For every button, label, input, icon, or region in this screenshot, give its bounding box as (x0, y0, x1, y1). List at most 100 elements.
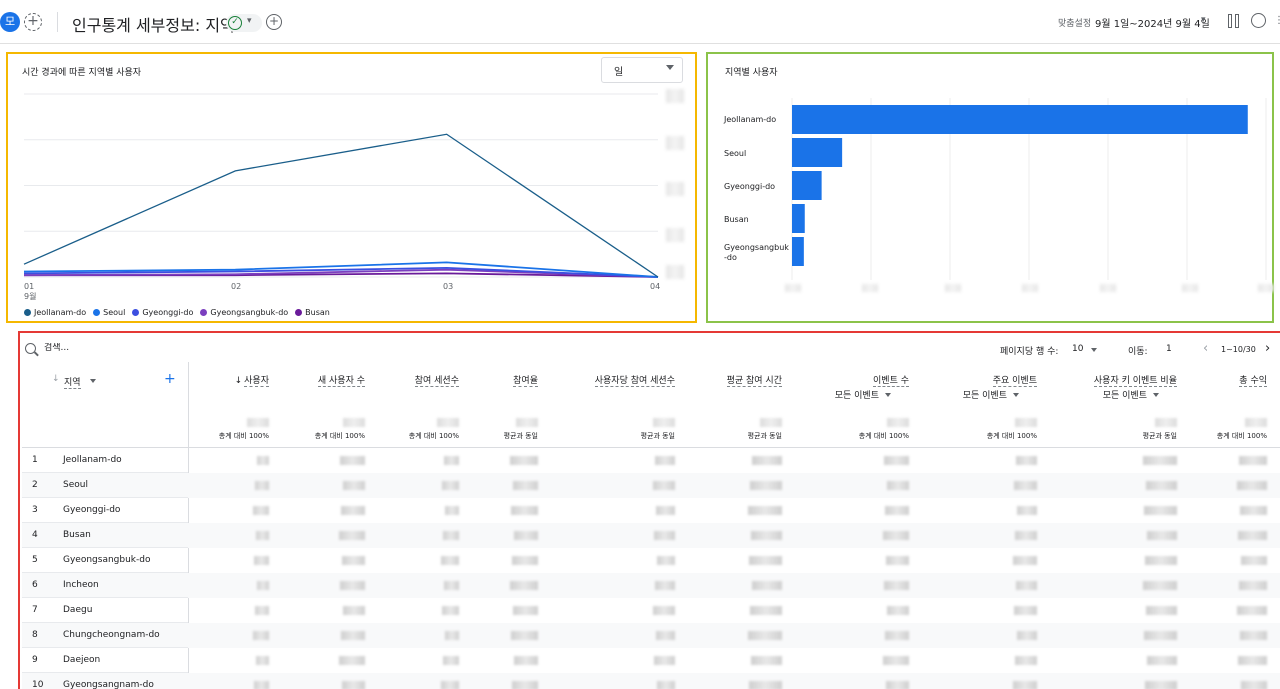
date-range-chevron-down-icon[interactable]: ▾ (1201, 15, 1206, 25)
table-row[interactable]: 9 Daejeon (22, 648, 1280, 673)
table-row[interactable]: 2 Seoul (22, 473, 1280, 498)
region-name[interactable]: Gyeonggi-do (63, 505, 121, 515)
legend-item[interactable]: Gyeongsangbuk-do (200, 308, 288, 317)
report-status-dropdown[interactable]: ✓ ▾ (226, 14, 262, 32)
table-row[interactable]: 5 Gyeongsangbuk-do (22, 548, 1280, 573)
event-filter-select[interactable]: 모든 이벤트 (1037, 388, 1159, 401)
metric-header[interactable]: 사용자 키 이벤트 비율 (1047, 373, 1177, 387)
table-row[interactable]: 1 Jeollanam-do (22, 448, 1280, 473)
cell-value-redacted (255, 481, 269, 490)
table-row[interactable]: 7 Daegu (22, 598, 1280, 623)
legend-dot (295, 309, 303, 316)
line-chart[interactable] (20, 84, 660, 284)
search-icon[interactable] (25, 343, 36, 354)
metric-header-label: 주요 이벤트 (992, 376, 1037, 387)
avatar[interactable]: 모 (0, 12, 20, 32)
metric-header-label: 사용자 키 이벤트 비율 (1093, 376, 1177, 387)
metric-header[interactable]: 평균 참여 시간 (682, 373, 782, 387)
event-filter-value: 모든 이벤트 (962, 391, 1007, 401)
metric-header[interactable]: 참여 세션수 (369, 373, 459, 387)
sort-arrow-down-icon: ↓ (52, 374, 60, 384)
metric-header[interactable]: 주요 이벤트 (917, 373, 1037, 387)
cell-value-redacted (1237, 481, 1267, 490)
date-range-picker[interactable]: 9월 1일~2024년 9월 4일 (1095, 19, 1210, 30)
metric-header[interactable]: 참여율 (468, 373, 538, 387)
metric-header[interactable]: ↓ 사용자 (189, 373, 269, 387)
metric-header-label: 참여율 (513, 376, 538, 387)
add-dimension-plus-icon[interactable]: + (164, 371, 176, 387)
region-name[interactable]: Gyeongsangbuk-do (63, 555, 151, 565)
region-name[interactable]: Busan (63, 530, 91, 540)
total-value-redacted (247, 418, 269, 427)
cell-value-redacted (510, 581, 538, 590)
cell-value-redacted (514, 531, 538, 540)
legend-dot (24, 309, 31, 316)
insights-icon[interactable] (1251, 13, 1266, 28)
metric-header-label: 총 수익 (1239, 376, 1267, 387)
total-comparison-label: 총계 대비 100% (218, 432, 269, 440)
cell-value-redacted (883, 656, 909, 665)
cell-value-redacted (1016, 456, 1037, 465)
metric-header[interactable]: 새 사용자 수 (275, 373, 365, 387)
total-comparison-label: 총계 대비 100% (986, 432, 1037, 440)
cell-value-redacted (1014, 481, 1037, 490)
metric-header[interactable]: 사용자당 참여 세션수 (545, 373, 675, 387)
data-table-card (18, 331, 1280, 689)
chevron-down-icon[interactable] (90, 379, 96, 383)
cell-value-redacted (749, 681, 782, 689)
cell-value-redacted (513, 606, 538, 615)
region-name[interactable]: Incheon (63, 580, 99, 590)
region-name[interactable]: Daegu (63, 605, 93, 615)
table-row[interactable]: 10 Gyeongsangnam-do (22, 673, 1280, 689)
legend-dot (93, 309, 101, 316)
chevron-down-icon (1153, 393, 1159, 397)
dimension-header[interactable]: 지역 (64, 375, 81, 389)
region-name[interactable]: Daejeon (63, 655, 101, 665)
region-name[interactable]: Jeollanam-do (63, 455, 122, 465)
region-name[interactable]: Seoul (63, 480, 88, 490)
legend-item[interactable]: Gyeonggi-do (132, 308, 193, 317)
legend-item[interactable]: Jeollanam-do (24, 308, 86, 317)
compare-columns-icon[interactable] (1228, 14, 1242, 28)
next-page-chevron-right-icon[interactable]: › (1265, 341, 1271, 356)
cell-value-redacted (1013, 681, 1037, 689)
table-row[interactable]: 3 Gyeonggi-do (22, 498, 1280, 523)
legend-item[interactable]: Seoul (93, 308, 125, 317)
bar-chart[interactable] (720, 90, 1270, 300)
rows-per-page-select[interactable]: 10 (1072, 344, 1084, 354)
total-comparison-label: 총계 대비 100% (314, 432, 365, 440)
table-row[interactable]: 8 Chungcheongnam-do (22, 623, 1280, 648)
x-tick-04: 04 (650, 282, 661, 291)
legend-label: Busan (305, 308, 330, 317)
y-tick-redacted (666, 228, 684, 242)
chevron-down-icon[interactable] (1091, 348, 1097, 352)
row-divider (22, 497, 188, 498)
add-comparison-plus-icon[interactable]: + (24, 13, 42, 31)
cell-value-redacted (748, 506, 782, 515)
search-input[interactable] (44, 343, 204, 353)
bar-label-jeollanam: Jeollanam-do (724, 115, 777, 124)
goto-page-input[interactable]: 1 (1166, 344, 1172, 354)
page-title: 인구통계 세부정보: 지역 (72, 16, 235, 35)
region-name[interactable]: Gyeongsangnam-do (63, 680, 154, 689)
legend-item[interactable]: Busan (295, 308, 330, 317)
prev-page-chevron-left-icon[interactable]: ‹ (1203, 341, 1209, 356)
region-name[interactable]: Chungcheongnam-do (63, 630, 160, 640)
more-options-icon[interactable]: ⋮ (1274, 15, 1280, 26)
metric-header[interactable]: 이벤트 수 (789, 373, 909, 387)
granularity-select[interactable]: 일 (601, 57, 683, 83)
x-tick-redacted (945, 284, 961, 292)
add-filter-plus-icon[interactable]: + (266, 14, 282, 30)
table-row[interactable]: 6 Incheon (22, 573, 1280, 598)
cell-value-redacted (1146, 481, 1177, 490)
cell-value-redacted (511, 506, 538, 515)
event-filter-select[interactable]: 모든 이벤트 (907, 388, 1019, 401)
cell-value-redacted (1146, 606, 1177, 615)
cell-value-redacted (339, 656, 365, 665)
sort-arrow-down-icon: ↓ (234, 376, 243, 386)
cell-value-redacted (511, 631, 538, 640)
metric-header[interactable]: 총 수익 (1187, 373, 1267, 387)
table-row[interactable]: 4 Busan (22, 523, 1280, 548)
y-tick-redacted (666, 89, 684, 103)
event-filter-select[interactable]: 모든 이벤트 (779, 388, 891, 401)
